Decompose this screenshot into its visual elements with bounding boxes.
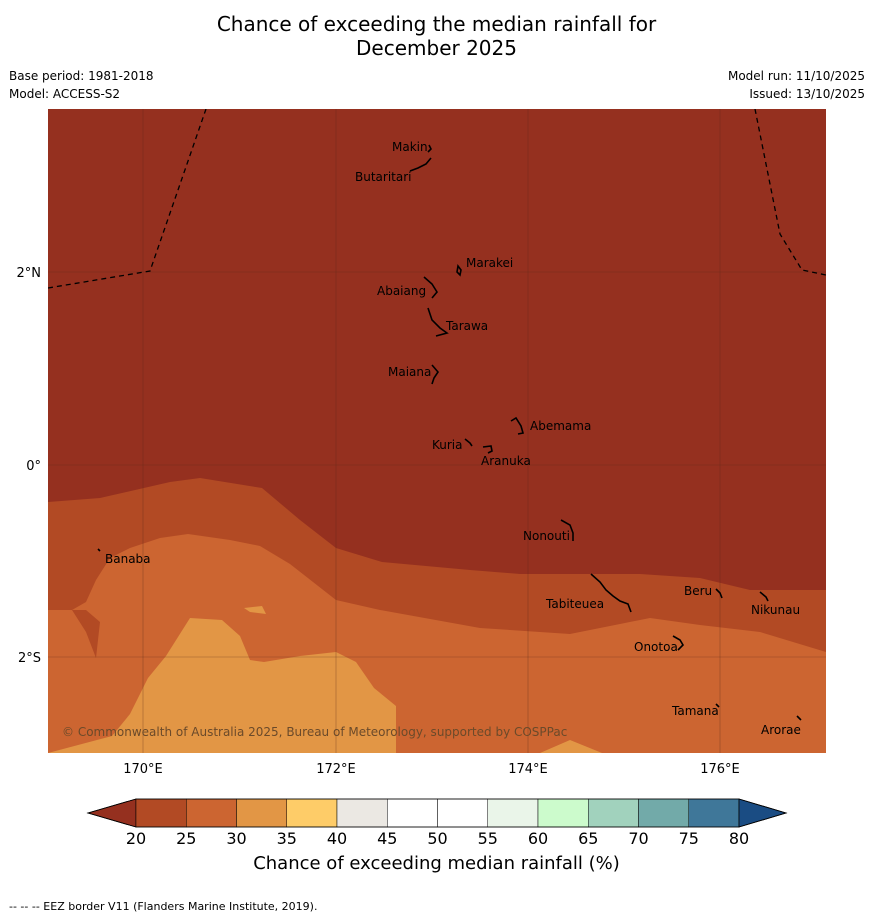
place-label-nikunau: Nikunau bbox=[751, 603, 800, 617]
colorbar-tick-label: 80 bbox=[729, 829, 749, 848]
island-onotoa bbox=[672, 635, 685, 651]
lon-label-170e: 170°E bbox=[123, 762, 163, 777]
colorbar-tick-label: 65 bbox=[578, 829, 598, 848]
model-run: Model run: 11/10/2025 bbox=[727, 69, 865, 83]
base-period: Base period: 1981-2018 bbox=[9, 69, 154, 83]
copyright-text: © Commonwealth of Australia 2025, Bureau… bbox=[62, 725, 567, 739]
colorbar-tick-label: 25 bbox=[176, 829, 196, 848]
island-tabiteuea bbox=[590, 573, 632, 613]
island-makin bbox=[427, 144, 432, 153]
colorbar-high-extend bbox=[738, 798, 788, 828]
lon-label-176e: 176°E bbox=[700, 762, 740, 777]
place-label-nonouti: Nonouti bbox=[523, 529, 570, 543]
place-label-tabiteuea: Tabiteuea bbox=[545, 597, 604, 611]
place-label-banaba: Banaba bbox=[105, 552, 151, 566]
place-label-aranuka: Aranuka bbox=[481, 454, 531, 468]
lat-label-0: 0° bbox=[26, 459, 41, 474]
place-label-abaiang: Abaiang bbox=[377, 284, 426, 298]
colorbar-tick-label: 75 bbox=[679, 829, 699, 848]
colorbar-tick-label: 70 bbox=[628, 829, 648, 848]
title-line-1: Chance of exceeding the median rainfall … bbox=[216, 12, 657, 36]
footer-note: -- -- -- EEZ border V11 (Flanders Marine… bbox=[9, 900, 318, 913]
colorbar-segment bbox=[487, 798, 539, 828]
colorbar-tick-label: 35 bbox=[277, 829, 297, 848]
place-label-abemama: Abemama bbox=[530, 419, 591, 433]
island-butaritari bbox=[409, 157, 432, 172]
lat-label-2s: 2°S bbox=[18, 651, 41, 666]
meta-left: Base period: 1981-2018 Model: ACCESS-S2 bbox=[9, 67, 154, 103]
colorbar-segment bbox=[236, 798, 287, 828]
place-label-butaritari: Butaritari bbox=[355, 170, 412, 184]
eez-border-west bbox=[48, 109, 207, 289]
place-label-kuria: Kuria bbox=[432, 438, 463, 452]
colorbar: 20 25 30 35 40 45 50 55 60 65 70 75 80 bbox=[86, 798, 788, 848]
colorbar-segment bbox=[437, 798, 488, 828]
place-labels: Makin Butaritari Marakei Abaiang Tarawa Maian… bbox=[105, 140, 801, 737]
island-banaba bbox=[97, 548, 101, 552]
place-label-tamana: Tamana bbox=[671, 704, 719, 718]
colorbar-outline bbox=[86, 798, 788, 828]
lon-label-174e: 174°E bbox=[508, 762, 548, 777]
band-25-patch bbox=[72, 610, 100, 658]
colorbar-segment bbox=[588, 798, 639, 828]
island-beru bbox=[715, 588, 723, 599]
island-abemama bbox=[510, 416, 525, 435]
lon-label-172e: 172°E bbox=[316, 762, 356, 777]
colorbar-segment bbox=[537, 798, 589, 828]
island-marakei bbox=[456, 264, 462, 277]
colorbar-tick-label: 60 bbox=[528, 829, 548, 848]
colorbar-tick-label: 45 bbox=[377, 829, 397, 848]
place-label-onotoa: Onotoa bbox=[634, 640, 678, 654]
island-maiana bbox=[431, 364, 440, 385]
model-name: Model: ACCESS-S2 bbox=[9, 87, 121, 101]
band-35 bbox=[48, 618, 396, 753]
rainfall-map: Makin Butaritari Marakei Abaiang Tarawa Maian… bbox=[17, 109, 826, 848]
island-aranuka bbox=[482, 445, 493, 454]
colorbar-tick-label: 55 bbox=[478, 829, 498, 848]
colorbar-tick-label: 40 bbox=[327, 829, 347, 848]
map-area: Makin Butaritari Marakei Abaiang Tarawa Maian… bbox=[48, 109, 826, 753]
band-35-south bbox=[540, 740, 602, 753]
island-arorae bbox=[796, 715, 802, 721]
island-tamana bbox=[715, 703, 720, 708]
island-abaiang bbox=[423, 276, 438, 299]
eez-border-east bbox=[754, 109, 826, 276]
band-35-patch bbox=[244, 606, 266, 614]
place-label-marakei: Marakei bbox=[466, 256, 513, 270]
place-label-makin: Makin bbox=[392, 140, 428, 154]
colorbar-segment bbox=[135, 798, 187, 828]
colorbar-low-extend bbox=[86, 798, 137, 828]
place-label-maiana: Maiana bbox=[388, 365, 431, 379]
place-label-beru: Beru bbox=[684, 584, 712, 598]
colorbar-segment bbox=[688, 798, 740, 828]
island-kuria bbox=[464, 438, 473, 447]
colorbar-segment bbox=[638, 798, 689, 828]
place-label-arorae: Arorae bbox=[761, 723, 801, 737]
chart-title: Chance of exceeding the median rainfall … bbox=[0, 12, 873, 60]
title-line-2: December 2025 bbox=[356, 36, 517, 60]
colorbar-segment bbox=[387, 798, 438, 828]
colorbar-segment bbox=[286, 798, 338, 828]
lat-label-2n: 2°N bbox=[17, 266, 42, 281]
island-outlines bbox=[97, 144, 802, 721]
colorbar-title: Chance of exceeding median rainfall (%) bbox=[253, 853, 620, 874]
colorbar-segment bbox=[186, 798, 237, 828]
issued-date: Issued: 13/10/2025 bbox=[749, 87, 865, 101]
place-label-tarawa: Tarawa bbox=[445, 319, 488, 333]
colorbar-tick-label: 20 bbox=[126, 829, 146, 848]
colorbar-segment bbox=[336, 798, 388, 828]
island-nonouti bbox=[560, 519, 574, 541]
island-tarawa bbox=[427, 307, 449, 337]
colorbar-tick-label: 30 bbox=[226, 829, 246, 848]
island-nikunau bbox=[759, 591, 769, 602]
colorbar-tick-label: 50 bbox=[427, 829, 447, 848]
meta-right: Model run: 11/10/2025 Issued: 13/10/2025 bbox=[728, 67, 865, 103]
